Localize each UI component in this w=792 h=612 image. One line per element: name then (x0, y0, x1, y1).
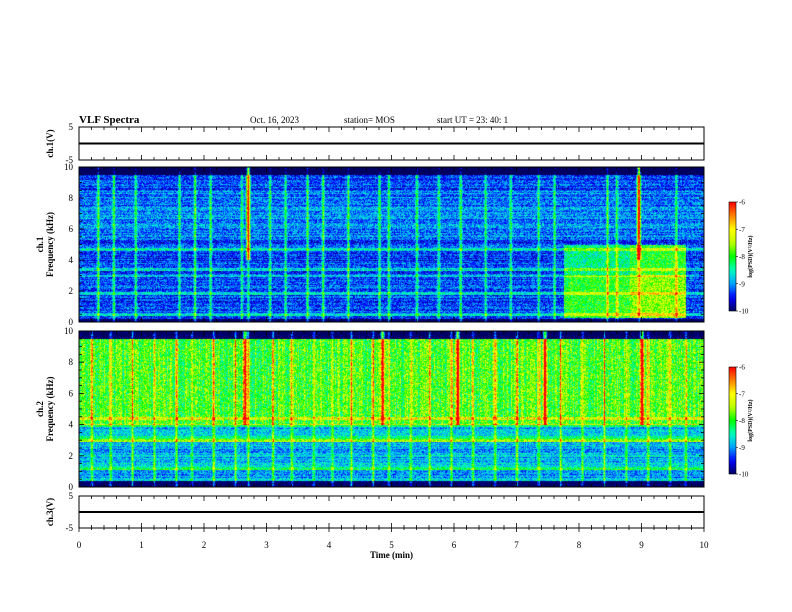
xtick-label: 8 (577, 540, 582, 550)
ch1-voltage-ylabel: ch.1(V) (45, 129, 55, 157)
ch1-colorbar-tick-label: -8 (739, 253, 745, 261)
ch1-colorbar-tick-label: -6 (739, 199, 745, 207)
start-time-label: start UT = 23: 40: 1 (437, 115, 508, 125)
ch2-colorbar-tick-label: -9 (739, 444, 745, 452)
ch1-spectrogram-ylabel-channel: ch.1 (35, 236, 45, 252)
station-label: station= MOS (344, 115, 395, 125)
ch2-spectrogram-ytick-label: 8 (69, 357, 74, 367)
time-axis: 0 1 2 3 4 5 6 7 8 9 10 Time (min) (77, 528, 709, 560)
ch3-voltage-panel: 5 -5 ch.3(V) (45, 491, 705, 533)
xtick-label: 5 (389, 540, 394, 550)
ch2-colorbar-tick-label: -6 (739, 364, 745, 372)
ch2-spectrogram-ytick-label: 4 (69, 420, 74, 430)
ch3-voltage-ytick-label: -5 (66, 523, 74, 533)
ch1-colorbar-gradient-bar (728, 201, 737, 312)
ch2-spectrogram-ylabel-channel: ch.2 (35, 401, 45, 417)
ch2-spectrogram-heatmap-raster (79, 331, 704, 487)
x-axis-label: Time (min) (370, 550, 413, 560)
ch1-spectrogram-ytick-label: 4 (69, 255, 74, 265)
ch1-colorbar-tick-label: -10 (739, 308, 749, 316)
xtick-label: 1 (139, 540, 144, 550)
ch2-colorbar-tick-label: -10 (739, 471, 749, 479)
xtick-label: 6 (452, 540, 457, 550)
ch1-spectrogram-ytick-label: 2 (69, 286, 74, 296)
ch1-voltage-ytick-label: 5 (69, 122, 74, 132)
ch2-spectrogram-ylabel-frequency: Frequency (kHz) (45, 376, 55, 441)
ch1-colorbar-title: log(PSD)(V²/Hz) (747, 235, 754, 277)
ch2-spectrogram-ytick-label: 0 (69, 482, 74, 492)
ch2-spectrogram-panel: 0 2 4 6 8 10 ch.2 Frequency (kHz) (35, 326, 705, 492)
ch2-spectrogram-ytick-label: 10 (64, 326, 74, 336)
ch1-voltage-panel: 5 -5 ch.1(V) (45, 122, 705, 165)
xtick-label: 0 (77, 540, 82, 550)
ch1-spectrogram-panel: 0 2 4 6 8 10 ch.1 Frequency (kHz) (35, 162, 705, 327)
ch2-colorbar-tick-label: -8 (739, 417, 745, 425)
ch2-colorbar-gradient-bar (728, 366, 737, 475)
ch1-spectrogram-heatmap-raster (79, 167, 704, 322)
ch1-spectrogram-ytick-label: 10 (64, 162, 74, 172)
ch2-colorbar-tick-label: -7 (739, 390, 745, 398)
ch1-colorbar-tick-label: -9 (739, 280, 745, 288)
date-label: Oct. 16, 2023 (250, 115, 299, 125)
xtick-label: 7 (514, 540, 519, 550)
ch1-voltage-ytick-label: -5 (66, 155, 74, 165)
ch1-colorbar-tick-label: -7 (739, 226, 745, 234)
xtick-label: 3 (264, 540, 269, 550)
ch2-spectrogram-ytick-label: 6 (69, 388, 74, 398)
xtick-label: 9 (639, 540, 644, 550)
ch2-colorbar-title: log(PSD)(V²/Hz) (747, 399, 754, 441)
ch1-spectrogram-ytick-label: 8 (69, 193, 74, 203)
ch1-spectrogram-ytick-label: 6 (69, 224, 74, 234)
ch1-spectrogram-ylabel-frequency: Frequency (kHz) (45, 212, 55, 277)
ch3-voltage-ytick-label: 5 (69, 491, 74, 501)
ch1-colorbar: -6 -7 -8 -9 -10 log(PSD)(V²/Hz) (728, 199, 754, 316)
ch2-spectrogram-ytick-label: 2 (69, 451, 74, 461)
ch1-spectrogram-ytick-label: 0 (69, 317, 74, 327)
xtick-label: 10 (700, 540, 710, 550)
xtick-label: 2 (202, 540, 207, 550)
xtick-label: 4 (327, 540, 332, 550)
figure-title: VLF Spectra (79, 114, 140, 126)
ch2-colorbar: -6 -7 -8 -9 -10 log(PSD)(V²/Hz) (728, 364, 754, 479)
ch3-voltage-ylabel: ch.3(V) (45, 498, 55, 526)
